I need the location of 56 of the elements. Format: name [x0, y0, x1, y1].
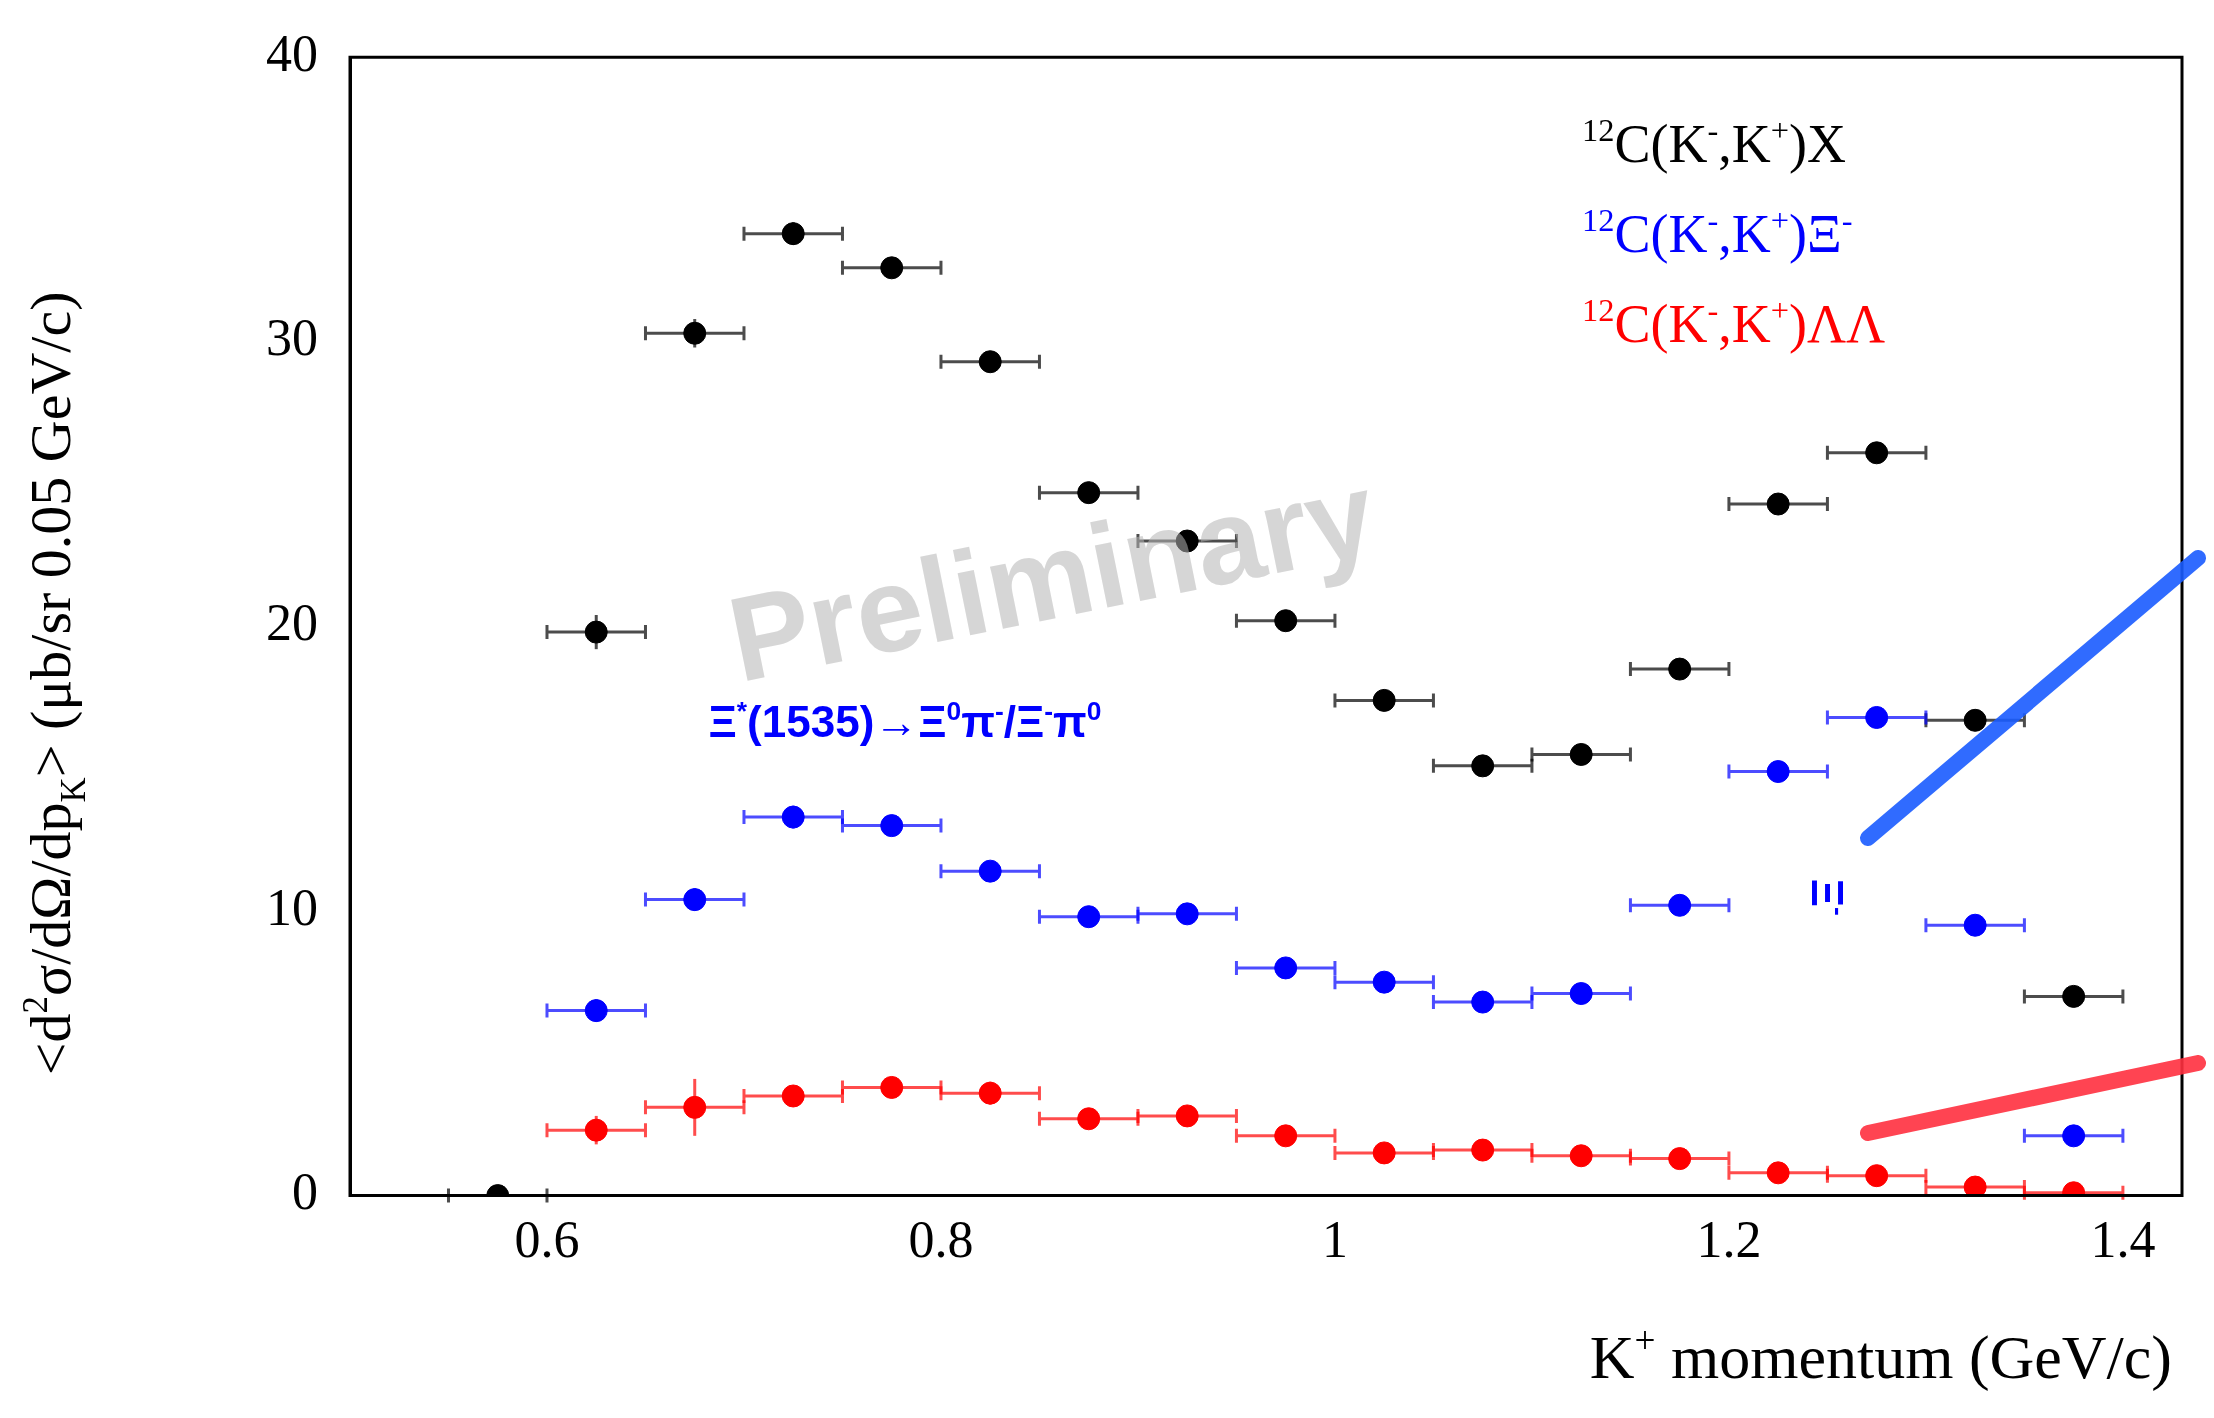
point [1077, 1107, 1101, 1131]
point [1865, 441, 1889, 465]
point [978, 859, 1002, 883]
point [1766, 1161, 1790, 1185]
point [781, 1084, 805, 1108]
x-tick-label: 1 [1321, 1211, 1348, 1269]
point [1569, 982, 1593, 1006]
y-axis-title: <d2σ/dΩ/dpK> (μb/sr 0.05 GeV/c) [15, 291, 93, 1076]
point [1175, 1104, 1199, 1128]
y-tick-label: 40 [266, 24, 318, 82]
x-tick-label: 1.4 [2090, 1211, 2156, 1269]
point [1175, 902, 1199, 926]
point [880, 1075, 904, 1099]
point [880, 256, 904, 280]
y-tick-label: 20 [266, 594, 318, 652]
point [683, 321, 707, 345]
point [880, 814, 904, 838]
point [1569, 1144, 1593, 1168]
point [781, 805, 805, 829]
point [978, 350, 1002, 374]
x-tick-label: 1.2 [1696, 1211, 1762, 1269]
point [1372, 688, 1396, 712]
point [1865, 705, 1889, 729]
point [1668, 1147, 1692, 1171]
point [1668, 657, 1692, 681]
point [2062, 984, 2086, 1008]
y-tick-label: 30 [266, 309, 318, 367]
point [1372, 970, 1396, 994]
y-tick-label: 10 [266, 878, 318, 936]
x-tick-label: 0.6 [514, 1211, 580, 1269]
point [1865, 1164, 1889, 1188]
point [1274, 956, 1298, 980]
point [683, 888, 707, 912]
y-tick-label: 0 [292, 1163, 318, 1221]
point [1963, 913, 1987, 937]
point [584, 1118, 608, 1142]
point [1471, 990, 1495, 1014]
annotation: Ξ- [1803, 878, 1854, 916]
point [1471, 754, 1495, 778]
point [1077, 905, 1101, 929]
point [1274, 1124, 1298, 1148]
x-tick-label: 0.8 [908, 1211, 974, 1269]
point [1766, 492, 1790, 516]
point [683, 1095, 707, 1119]
point [1569, 742, 1593, 766]
point [781, 222, 805, 246]
point [2062, 1124, 2086, 1148]
point [1963, 708, 1987, 732]
point [584, 999, 608, 1023]
point [584, 620, 608, 644]
x-axis-title: K+ momentum (GeV/c) [1589, 1320, 2173, 1392]
point [1668, 893, 1692, 917]
point [978, 1081, 1002, 1105]
point [1471, 1138, 1495, 1162]
point [1766, 760, 1790, 784]
point [1372, 1141, 1396, 1165]
